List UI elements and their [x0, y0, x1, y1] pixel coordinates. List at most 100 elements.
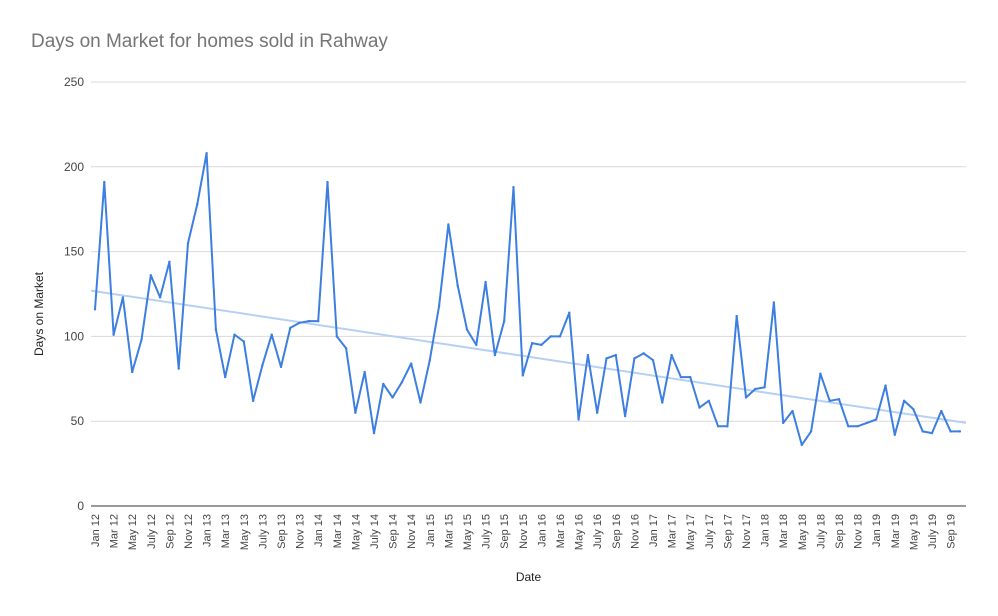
data-point: [214, 328, 218, 331]
data-point: [735, 314, 738, 318]
data-point: [317, 319, 320, 323]
x-tick-label: Jan 15: [425, 514, 437, 547]
data-point: [456, 284, 459, 287]
x-tick-label: July 16: [592, 514, 604, 549]
data-point: [651, 358, 655, 362]
data-point: [251, 399, 255, 403]
x-tick-label: Sep 16: [611, 514, 623, 549]
data-point: [326, 180, 329, 184]
y-tick-label: 100: [64, 329, 84, 343]
data-point: [372, 431, 376, 435]
x-tick-label: July 18: [815, 514, 827, 549]
data-point: [270, 333, 273, 336]
x-tick-label: Mar 13: [220, 514, 232, 548]
data-point: [633, 357, 636, 360]
data-point: [754, 387, 757, 391]
x-tick-label: Mar 18: [778, 514, 790, 548]
data-point: [158, 296, 162, 299]
data-point: [809, 430, 813, 433]
x-tick-label: May 12: [127, 514, 139, 550]
data-point: [540, 343, 543, 347]
data-point: [140, 338, 143, 341]
data-point: [503, 319, 506, 323]
data-point: [530, 341, 534, 345]
data-point: [661, 401, 664, 404]
data-point: [958, 430, 962, 433]
x-tick-label: Sep 19: [946, 514, 958, 549]
data-point: [726, 425, 729, 428]
x-tick-label: Sep 13: [276, 514, 288, 549]
data-point: [865, 421, 869, 425]
data-point: [586, 353, 590, 357]
x-tick-label: Mar 17: [667, 514, 679, 548]
data-point: [307, 319, 311, 323]
data-point: [689, 375, 692, 379]
data-point: [893, 433, 896, 436]
data-point: [716, 425, 720, 428]
x-tick-label: May 14: [350, 514, 362, 550]
data-point: [186, 241, 190, 245]
data-point: [298, 321, 301, 325]
data-point: [354, 411, 357, 414]
data-point: [93, 308, 97, 311]
data-point: [131, 370, 134, 374]
data-point: [261, 364, 264, 367]
data-point: [875, 418, 878, 421]
x-tick-label: Mar 15: [443, 514, 455, 548]
data-point: [475, 343, 478, 347]
data-point: [168, 260, 171, 263]
data-point: [391, 396, 394, 399]
x-tick-label: July 17: [704, 514, 716, 549]
y-tick-label: 200: [64, 160, 84, 174]
data-point: [196, 202, 199, 206]
x-tick-label: Jan 12: [90, 514, 102, 547]
x-tick-label: Nov 15: [518, 514, 530, 549]
data-point: [623, 414, 627, 418]
y-axis-title: Days on Market: [32, 271, 46, 356]
data-point: [782, 421, 785, 425]
x-tick-label: July 12: [146, 514, 158, 549]
data-point: [242, 340, 245, 343]
data-point: [521, 374, 524, 377]
data-point: [921, 430, 924, 433]
data-point: [828, 399, 831, 403]
data-point: [568, 311, 571, 314]
x-tick-label: Mar 19: [890, 514, 902, 548]
x-tick-label: Nov 13: [295, 514, 307, 549]
x-tick-label: July 13: [257, 514, 269, 549]
data-point: [614, 353, 617, 357]
data-point: [744, 396, 748, 399]
data-point: [447, 223, 450, 226]
x-tick-labels: Jan 12 Mar 12 May 12 July 12 Sep 12 Nov 12 Jan…: [90, 514, 958, 550]
data-point: [419, 401, 422, 404]
chart-title: Days on Market for homes sold in Rahway: [31, 31, 388, 52]
x-tick-label: July 19: [927, 514, 939, 549]
data-point: [363, 370, 366, 374]
data-point: [791, 409, 794, 413]
x-tick-label: Nov 17: [741, 514, 753, 549]
x-tick-label: Mar 16: [555, 514, 567, 548]
x-tick-label: Nov 16: [629, 514, 641, 549]
data-point: [382, 382, 385, 386]
x-axis-title: Date: [516, 570, 542, 584]
data-point: [437, 304, 441, 308]
data-point: [428, 358, 431, 362]
y-tick-label: 250: [64, 75, 84, 89]
data-point: [930, 431, 934, 435]
data-point: [512, 185, 515, 189]
x-tick-label: May 16: [574, 514, 586, 550]
data-point: [847, 425, 850, 428]
x-tick-label: Jan 18: [760, 514, 772, 547]
x-tick-label: Jan 13: [202, 514, 214, 547]
y-tick-labels: 0 50 100 150 200 250: [64, 75, 84, 513]
x-tick-label: Jan 19: [871, 514, 883, 547]
series-line: [94, 152, 960, 446]
x-tick-label: Jan 17: [648, 514, 660, 547]
y-tick-label: 150: [64, 245, 84, 259]
x-tick-label: May 19: [908, 514, 920, 550]
data-point: [103, 180, 106, 184]
x-tick-label: Sep 18: [834, 514, 846, 549]
data-point: [400, 380, 404, 384]
x-tick-label: Sep 17: [722, 514, 734, 549]
